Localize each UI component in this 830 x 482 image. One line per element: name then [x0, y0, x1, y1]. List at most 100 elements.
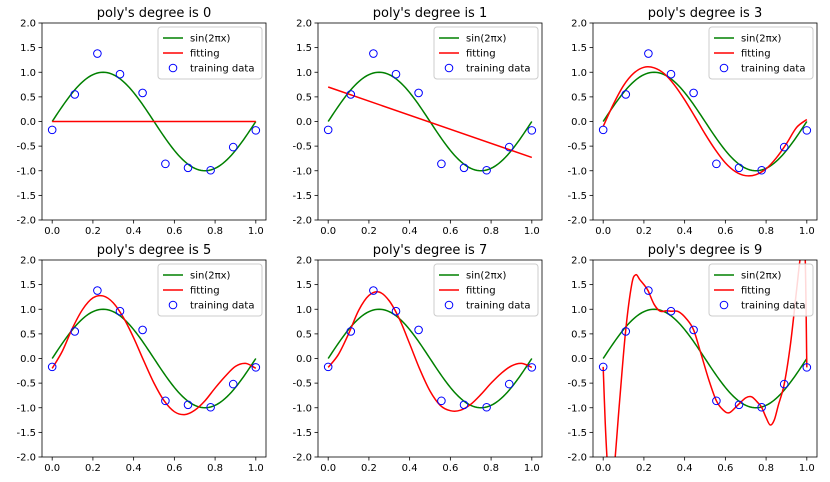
- training-point: [70, 327, 80, 336]
- subplot-title: poly's degree is 0: [97, 6, 211, 21]
- training-point: [115, 69, 125, 79]
- sine-curve: [327, 308, 533, 409]
- legend-box: [433, 263, 539, 317]
- legend: sin(2πx) fitting training data: [157, 26, 263, 80]
- training-point: [93, 49, 102, 58]
- y-tick-label: -0.5: [292, 379, 312, 390]
- training-point: [183, 163, 193, 173]
- x-tick-label: 0.0: [44, 463, 60, 474]
- legend-label: training data: [741, 64, 805, 75]
- y-tick-label: 2.0: [296, 256, 312, 267]
- training-point: [70, 90, 80, 99]
- training-point: [802, 363, 812, 372]
- training-point: [504, 379, 514, 389]
- fitting-curve: [51, 294, 257, 416]
- subplot-3: poly's degree is 5 0.0 0.2 0.4 0.6 0.8 1.0 -2.0…: [16, 243, 267, 474]
- y-tick-label: 0.5: [296, 329, 312, 340]
- y-tick-label: 1.0: [571, 68, 587, 79]
- x-tick-label: 0.8: [483, 463, 499, 474]
- y-tick-label: 0.5: [20, 329, 36, 340]
- x-tick-label: 1.0: [248, 226, 264, 237]
- y-tick-label: -2.0: [16, 453, 36, 464]
- training-point: [734, 163, 744, 173]
- x-tick-label: 0.2: [361, 463, 377, 474]
- x-tick-label: 1.0: [524, 463, 540, 474]
- legend: sin(2πx) fitting training data: [433, 263, 539, 317]
- y-tick-label: 2.0: [571, 256, 587, 267]
- legend-box: [157, 26, 263, 80]
- training-point: [459, 400, 469, 410]
- y-tick-label: 1.0: [20, 68, 36, 79]
- legend: sin(2πx) fitting training data: [708, 263, 814, 317]
- sine-curve: [602, 308, 808, 409]
- x-tick-label: 0.6: [717, 463, 733, 474]
- y-tick-label: 1.5: [571, 280, 587, 291]
- training-point: [93, 286, 102, 295]
- axes-frame: [317, 259, 543, 458]
- training-point: [757, 165, 766, 175]
- x-tick-label: 0.8: [758, 463, 774, 474]
- training-point: [459, 163, 469, 173]
- training-point: [802, 126, 812, 135]
- y-tick-label: 0.0: [20, 354, 36, 365]
- x-tick-label: 0.0: [44, 226, 60, 237]
- legend-label: sin(2πx): [466, 34, 507, 45]
- x-tick-label: 0.6: [442, 463, 458, 474]
- legend-swatch-training: [719, 63, 729, 73]
- training-point: [712, 396, 721, 406]
- training-point: [779, 142, 789, 152]
- fitting-curve: [327, 290, 533, 412]
- y-tick-label: 2.0: [571, 19, 587, 30]
- legend-label: sin(2πx): [190, 271, 231, 282]
- y-tick-label: -0.5: [16, 142, 36, 153]
- x-tick-label: 0.2: [361, 226, 377, 237]
- training-point: [779, 379, 789, 389]
- training-point: [598, 125, 608, 135]
- y-tick-label: -2.0: [567, 453, 587, 464]
- subplot-title: poly's degree is 5: [97, 243, 211, 258]
- legend-label: training data: [741, 301, 805, 312]
- y-tick-label: -1.0: [292, 403, 312, 414]
- x-tick-label: 0.4: [677, 226, 693, 237]
- axes-frame: [317, 22, 543, 221]
- training-point: [734, 400, 744, 410]
- x-tick-label: 0.6: [166, 226, 182, 237]
- legend-label: training data: [190, 64, 254, 75]
- subplot-title: poly's degree is 1: [373, 6, 487, 21]
- training-point: [251, 363, 261, 372]
- training-point: [666, 69, 676, 79]
- y-tick-label: -1.5: [292, 191, 312, 202]
- y-tick-label: 0.5: [20, 92, 36, 103]
- axes-frame: [41, 259, 267, 458]
- y-tick-label: 2.0: [20, 256, 36, 267]
- training-point: [437, 159, 446, 169]
- x-tick-label: 1.0: [524, 226, 540, 237]
- training-point: [527, 363, 537, 372]
- y-tick-label: -1.0: [16, 166, 36, 177]
- training-point: [228, 379, 238, 389]
- legend-box: [708, 26, 814, 80]
- training-point: [369, 49, 378, 58]
- legend-box: [157, 263, 263, 317]
- axes-frame: [592, 259, 818, 458]
- training-point: [47, 125, 57, 135]
- x-tick-label: 0.0: [595, 226, 611, 237]
- y-tick-label: -1.5: [16, 428, 36, 439]
- training-point: [47, 362, 57, 372]
- y-tick-label: 1.5: [20, 280, 36, 291]
- y-tick-label: -2.0: [292, 216, 312, 227]
- training-point: [644, 49, 653, 58]
- y-tick-label: 1.5: [296, 280, 312, 291]
- training-point: [414, 325, 423, 335]
- y-tick-label: 1.5: [571, 43, 587, 54]
- training-point: [228, 142, 238, 152]
- fitting-curve: [602, 66, 808, 177]
- training-point: [138, 88, 147, 98]
- legend: sin(2πx) fitting training data: [433, 26, 539, 80]
- subplot-1: poly's degree is 1 0.0 0.2 0.4 0.6 0.8 1.0 -2.0…: [292, 6, 543, 237]
- legend: sin(2πx) fitting training data: [708, 26, 814, 80]
- training-point: [391, 69, 401, 79]
- training-point: [161, 159, 170, 169]
- legend-swatch-training: [719, 300, 729, 310]
- legend-label: fitting: [741, 49, 771, 60]
